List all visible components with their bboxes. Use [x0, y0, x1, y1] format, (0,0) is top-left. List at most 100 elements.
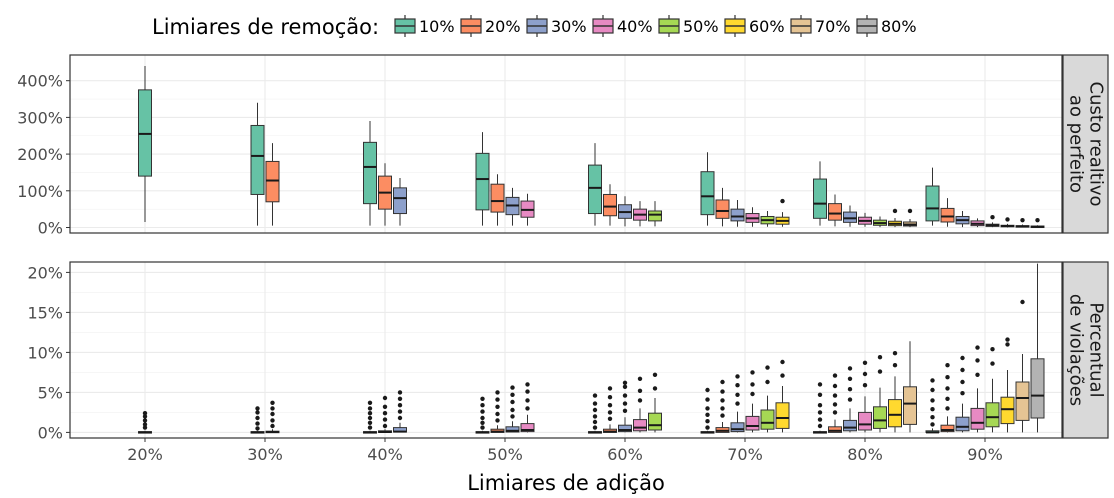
box-body [858, 411, 872, 431]
outlier-point [975, 372, 980, 377]
box-50-40 [520, 382, 535, 433]
box-30-20 [265, 143, 280, 226]
box-80-20 [828, 373, 842, 433]
outlier-point [817, 410, 823, 415]
outlier-point [270, 423, 275, 429]
box-body [873, 406, 887, 429]
y-tick-label: 10% [27, 343, 63, 362]
box-90-30 [955, 210, 970, 228]
outlier-point [907, 208, 913, 214]
outlier-point [495, 397, 500, 402]
outlier-point [877, 369, 883, 374]
box-80-50 [873, 216, 887, 228]
outlier-point [750, 370, 755, 375]
outlier-point [930, 422, 935, 427]
outlier-point [592, 393, 598, 398]
outlier-point [270, 406, 275, 411]
outlier-point [495, 404, 500, 409]
outlier-point [720, 389, 725, 394]
outlier-point [142, 418, 148, 423]
box-90-50 [985, 347, 1000, 433]
outlier-point [142, 422, 148, 427]
outlier-point [892, 208, 898, 214]
y-tick-label: 20% [27, 263, 63, 282]
box-body [1030, 358, 1045, 419]
box-80-60 [888, 208, 902, 228]
box-body [265, 160, 280, 203]
outlier-point [750, 391, 755, 397]
outlier-point [735, 383, 740, 388]
box-90-20 [940, 363, 955, 433]
outlier-point [817, 417, 823, 422]
box-20-10 [138, 411, 152, 434]
box-body [1000, 396, 1015, 425]
box-40-30 [393, 390, 407, 433]
outlier-point [930, 415, 935, 420]
plot-panels: 0% 100% 200% 300% 400% Custo realtivoao perfe… [17, 54, 1109, 442]
box-body [475, 152, 490, 211]
box-80-40 [858, 360, 872, 433]
outlier-point [892, 363, 898, 368]
y-tick-label: 0% [38, 423, 63, 442]
outlier-point [930, 398, 935, 403]
outlier-point [945, 363, 950, 368]
box-60-20 [603, 386, 617, 433]
box-90-60 [1000, 337, 1015, 433]
box-50-30 [505, 187, 520, 226]
outlier-point [750, 382, 755, 387]
outlier-point [832, 373, 838, 378]
legend-item-30pct: 30% [526, 15, 587, 37]
legend-label: 70% [815, 17, 851, 36]
outlier-point [990, 347, 995, 352]
outlier-point [255, 421, 260, 426]
box-body [970, 407, 985, 430]
box-body [603, 193, 617, 217]
x-tick-label: 20% [127, 445, 163, 464]
box-body [925, 185, 940, 222]
box-body [888, 399, 902, 428]
outlier-point [877, 355, 883, 360]
outlier-point [705, 419, 710, 424]
box-60-30 [618, 380, 632, 433]
box-body [520, 423, 535, 433]
box-80-70 [903, 208, 917, 228]
outlier-point [510, 414, 515, 419]
legend-title: Limiares de remoção: [152, 15, 379, 39]
box-body [813, 178, 827, 219]
x-tick-label: 30% [247, 445, 283, 464]
y-tick-label: 15% [27, 303, 63, 322]
box-70-60 [775, 198, 790, 227]
outlier-point [592, 419, 598, 425]
outlier-point [270, 418, 275, 423]
box-90-70 [1015, 299, 1030, 433]
box-body [760, 409, 775, 430]
box-70-10 [700, 152, 715, 226]
strip-label-line: ao perfeito [1066, 95, 1087, 193]
outlier-point [720, 413, 725, 418]
outlier-point [480, 420, 485, 425]
outlier-point [990, 361, 995, 366]
outlier-point [495, 411, 500, 417]
outlier-point [255, 406, 260, 411]
outlier-point [735, 374, 740, 379]
box-body [490, 183, 505, 213]
outlier-point [720, 379, 725, 385]
box-body [843, 419, 857, 432]
outlier-point [765, 365, 770, 370]
box-body [985, 402, 1000, 428]
outlier-point [480, 403, 485, 408]
outlier-point [622, 384, 628, 389]
box-80-10 [813, 161, 827, 226]
box-50-20 [490, 390, 505, 433]
box-50-20 [490, 174, 505, 226]
box-body [828, 426, 842, 433]
box-body [618, 424, 632, 433]
box-90-20 [940, 198, 955, 227]
legend: Limiares de remoção: 10% 20% 30% 40% 50% 60% 7… [152, 15, 917, 39]
outlier-point [367, 411, 373, 416]
outlier-point [847, 376, 853, 381]
outlier-point [705, 412, 710, 417]
outlier-point [735, 401, 740, 406]
legend-item-60pct: 60% [724, 15, 785, 37]
x-axis-title: Limiares de adição [467, 471, 665, 495]
